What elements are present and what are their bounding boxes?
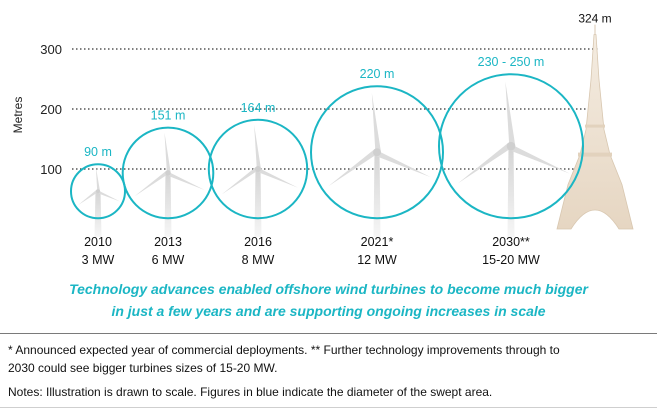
year-label: 2013 bbox=[154, 235, 182, 249]
turbine-hub bbox=[96, 189, 100, 194]
turbine-blade bbox=[509, 144, 570, 174]
footnote-line-1: * Announced expected year of commercial … bbox=[8, 343, 560, 357]
turbine-mast bbox=[373, 152, 381, 237]
footnote-line-2: 2030 could see bigger turbines sizes of … bbox=[8, 361, 278, 375]
turbine-blade bbox=[95, 166, 100, 192]
turbine-blade bbox=[457, 142, 512, 184]
capacity-label: 12 MW bbox=[357, 253, 397, 267]
turbine-blade bbox=[505, 81, 516, 147]
turbine-scale-chart: Metres 100 200 300 324 m 90 m 2010 3 MW 151 m 201… bbox=[11, 12, 634, 267]
turbine-3 bbox=[207, 118, 309, 237]
swept-area-circle bbox=[121, 126, 215, 220]
turbine-blade bbox=[164, 132, 171, 173]
eiffel-tower-icon bbox=[556, 24, 634, 230]
turbine-mast bbox=[254, 169, 262, 237]
year-label: 2010 bbox=[84, 235, 112, 249]
turbine-blade bbox=[375, 150, 431, 178]
caption-line-2: in just a few years and are supporting o… bbox=[111, 303, 546, 319]
capacity-label: 15-20 MW bbox=[482, 253, 540, 267]
turbine-mast bbox=[94, 191, 102, 237]
diameter-label: 90 m bbox=[84, 145, 112, 159]
turbine-blade bbox=[328, 148, 378, 187]
y-tick-label: 200 bbox=[40, 102, 62, 117]
swept-area-circle bbox=[70, 163, 126, 220]
turbine-4 bbox=[310, 85, 444, 237]
capacity-label: 6 MW bbox=[152, 253, 185, 267]
notes-text: Notes: Illustration is drawn to scale. F… bbox=[8, 385, 493, 399]
capacity-label: 3 MW bbox=[82, 253, 115, 267]
diameter-label: 230 - 250 m bbox=[478, 55, 545, 69]
swept-area-circle bbox=[310, 85, 444, 220]
turbine-blade bbox=[134, 170, 169, 197]
capacity-label: 8 MW bbox=[242, 253, 275, 267]
turbine-blade bbox=[166, 171, 205, 191]
year-label: 2016 bbox=[244, 235, 272, 249]
turbine-mast bbox=[164, 172, 172, 237]
turbine-blade bbox=[371, 93, 381, 153]
turbine-blade bbox=[254, 124, 261, 170]
swept-area-circle bbox=[207, 118, 309, 220]
turbine-hub bbox=[255, 166, 261, 172]
y-tick-label: 100 bbox=[40, 162, 62, 177]
year-label: 2021* bbox=[361, 235, 394, 249]
diameter-label: 151 m bbox=[151, 109, 186, 123]
tower-height-label: 324 m bbox=[578, 12, 611, 26]
divider-top bbox=[0, 333, 657, 334]
turbine-hub bbox=[165, 170, 171, 176]
turbine-mast bbox=[507, 146, 515, 237]
turbine-1 bbox=[70, 163, 126, 237]
tower-platform-1 bbox=[578, 152, 612, 157]
divider-bottom bbox=[0, 407, 657, 408]
swept-area-circle bbox=[438, 73, 584, 220]
diameter-label: 220 m bbox=[360, 67, 395, 81]
turbine-5 bbox=[438, 73, 584, 237]
eiffel-tower-shape bbox=[556, 34, 634, 230]
diameter-label: 164 m bbox=[241, 101, 276, 115]
y-axis-label: Metres bbox=[11, 97, 25, 134]
turbine-blade bbox=[78, 189, 99, 206]
turbine-2 bbox=[121, 126, 215, 237]
turbine-hub bbox=[373, 148, 381, 157]
caption-line-1: Technology advances enabled offshore win… bbox=[69, 281, 588, 297]
turbine-blade bbox=[256, 167, 299, 188]
turbine-blade bbox=[97, 190, 121, 202]
tower-platform-2 bbox=[585, 124, 605, 128]
y-tick-label: 300 bbox=[40, 42, 62, 57]
turbine-blade bbox=[221, 166, 259, 195]
turbine-hub bbox=[506, 141, 516, 151]
year-label: 2030** bbox=[492, 235, 530, 249]
